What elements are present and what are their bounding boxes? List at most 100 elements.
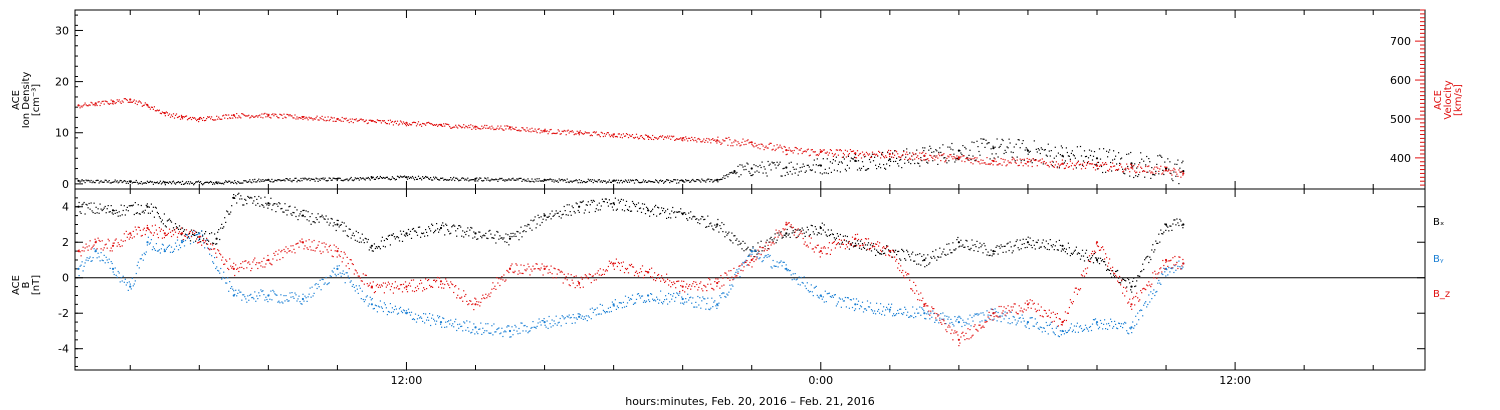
scatter-dot [551,319,553,321]
scatter-dot [294,252,296,254]
scatter-dot [946,243,948,245]
scatter-dot [725,296,727,298]
scatter-dot [1003,245,1005,247]
scatter-dot [1161,273,1163,275]
scatter-dot [1176,173,1178,175]
scatter-dot [80,264,82,266]
scatter-dot [916,308,918,310]
scatter-dot [1127,277,1129,279]
scatter-dot [540,180,542,182]
scatter-dot [217,231,219,233]
scatter-dot [135,179,137,182]
scatter-dot [459,323,461,325]
data-point [1182,262,1185,265]
scatter-dot [382,310,384,313]
scatter-dot [207,247,209,249]
scatter-dot [1066,163,1068,165]
scatter-dot [286,178,288,180]
scatter-dot [799,284,801,286]
scatter-dot [441,177,443,179]
scatter-dot [322,118,324,120]
scatter-dot [412,121,415,123]
scatter-dot [327,218,329,220]
scatter-dot [986,157,988,159]
scatter-dot [522,179,524,181]
scatter-dot [609,203,611,205]
scatter-dot [590,180,592,182]
scatter-dot [818,153,820,155]
scatter-dot [764,255,766,257]
scatter-dot [605,198,607,200]
scatter-dot [688,179,690,182]
scatter-dot [842,156,844,158]
scatter-dot [790,226,792,228]
scatter-dot [770,169,772,171]
scatter-dot [934,155,936,157]
scatter-dot [872,160,875,162]
scatter-dot [79,181,81,183]
scatter-dot [285,178,287,180]
scatter-dot [143,227,145,229]
scatter-dot [200,241,202,243]
scatter-dot [807,164,809,166]
scatter-dot [436,123,438,126]
scatter-dot [393,121,395,123]
scatter-dot [557,322,559,324]
scatter-dot [835,305,837,307]
scatter-dot [677,211,679,213]
scatter-dot [84,182,86,184]
scatter-dot [1030,317,1032,319]
scatter-dot [507,125,509,127]
scatter-dot [538,217,540,219]
scatter-dot [516,129,518,131]
scatter-dot [527,129,529,131]
scatter-dot [980,246,982,248]
scatter-dot [1017,247,1019,249]
scatter-dot [185,181,188,183]
scatter-dot [552,132,554,134]
scatter-dot [876,302,878,304]
scatter-dot [810,284,812,286]
scatter-dot [931,156,933,158]
scatter-dot [906,151,908,153]
scatter-dot [182,230,185,232]
scatter-dot [377,178,379,180]
scatter-dot [702,216,704,218]
scatter-dot [1088,326,1091,328]
scatter-dot [679,180,681,182]
scatter-dot [1074,157,1076,159]
scatter-dot [270,263,272,265]
scatter-dot [866,168,869,170]
scatter-dot [754,249,756,251]
scatter-dot [1004,159,1006,161]
scatter-dot [596,307,598,309]
scatter-dot [1172,180,1174,182]
scatter-dot [734,235,736,237]
scatter-dot [323,178,325,181]
scatter-dot [645,134,648,136]
scatter-dot [483,126,485,128]
scatter-dot [668,292,670,295]
scatter-dot [1096,161,1099,164]
scatter-dot [905,156,907,158]
scatter-dot [1033,244,1035,246]
scatter-dot [784,146,786,148]
scatter-dot [904,162,906,164]
scatter-dot [1167,170,1169,172]
scatter-dot [678,211,680,213]
scatter-dot [974,160,976,162]
scatter-dot [940,151,942,153]
scatter-dot [547,216,549,218]
scatter-dot [792,273,794,275]
scatter-dot [285,246,287,248]
scatter-dot [819,149,821,151]
scatter-dot [1029,161,1031,163]
scatter-dot [447,179,449,181]
scatter-dot [880,253,882,255]
scatter-dot [495,128,497,131]
scatter-dot [356,177,358,179]
scatter-dot [415,125,418,127]
scatter-dot [601,181,603,183]
scatter-dot [152,246,154,248]
scatter-dot [848,167,850,169]
